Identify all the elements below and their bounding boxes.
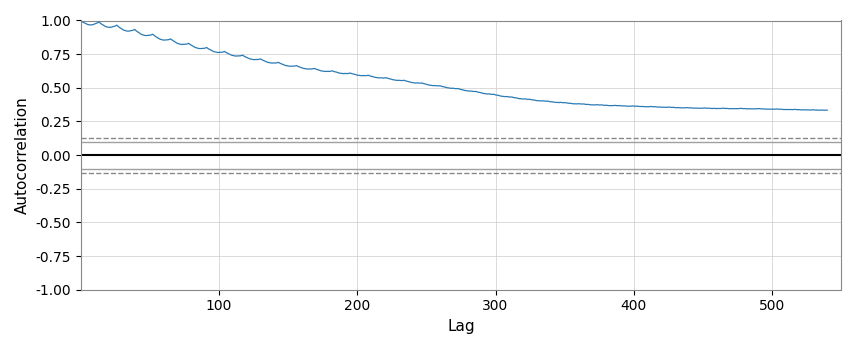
- Y-axis label: Autocorrelation: Autocorrelation: [15, 96, 30, 214]
- X-axis label: Lag: Lag: [447, 319, 475, 334]
